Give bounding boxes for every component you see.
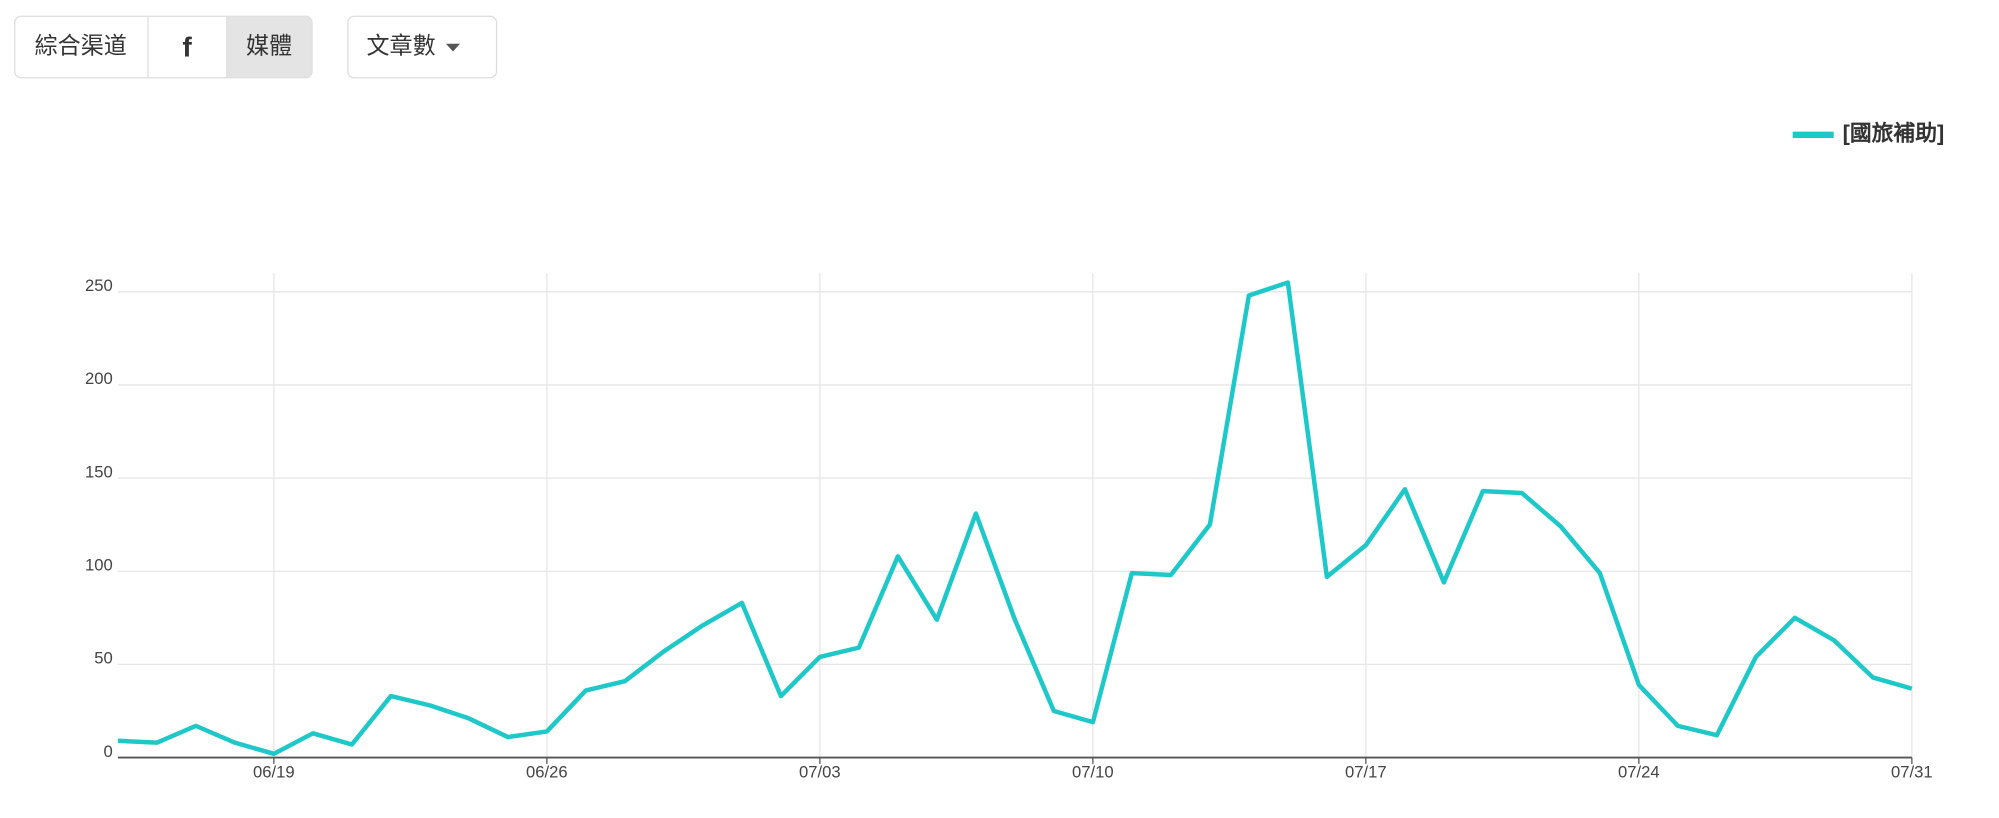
chart: 0 50 100 150 200 250 06/19 06/26 07/03 07/10 07/17…	[85, 121, 1944, 782]
x-tick-label: 07/10	[1072, 762, 1114, 781]
x-tick-label: 07/31	[1891, 762, 1933, 781]
dropdown-caret	[445, 43, 461, 52]
tab[interactable]: f	[182, 30, 192, 62]
legend-label: [國旅補助]	[1843, 121, 1945, 146]
series-line	[117, 280, 1913, 757]
x-tick-label: 07/17	[1345, 762, 1387, 781]
tab-active-bg	[226, 16, 312, 78]
tab[interactable]: 媒體	[246, 33, 292, 59]
y-tick-label: 50	[94, 649, 113, 668]
y-tick-label: 200	[85, 369, 113, 388]
x-tick-label: 06/19	[253, 762, 295, 781]
dropdown-label[interactable]: 文章數	[366, 33, 435, 59]
y-tick-label: 250	[85, 276, 113, 295]
x-tick-label: 07/03	[799, 762, 841, 781]
y-tick-label: 0	[103, 742, 112, 761]
tab[interactable]: 綜合渠道	[35, 33, 127, 59]
x-tick-label: 07/24	[1618, 762, 1660, 781]
y-tick-label: 100	[85, 556, 113, 575]
x-tick-label: 06/26	[526, 762, 568, 781]
dropdown[interactable]	[347, 15, 498, 79]
y-tick-label: 150	[85, 462, 113, 481]
